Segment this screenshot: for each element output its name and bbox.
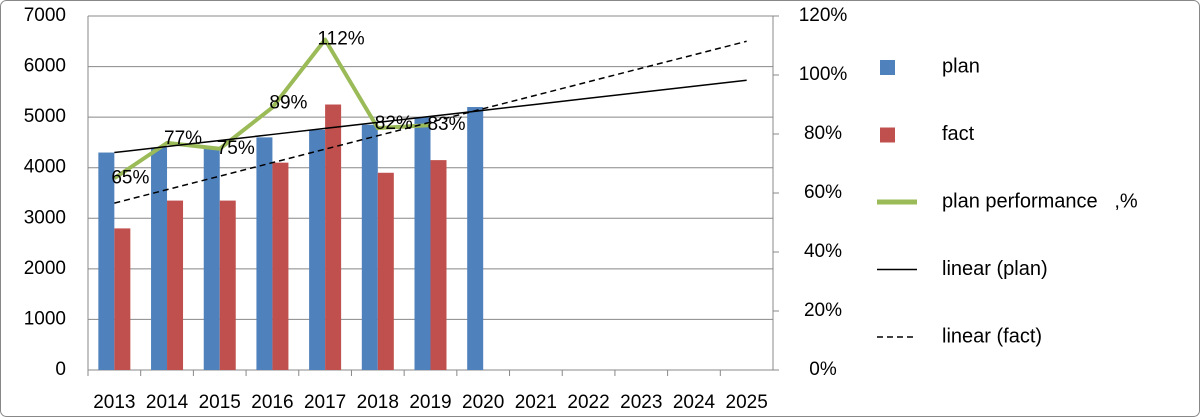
legend-label: linear (fact): [942, 325, 1042, 347]
x-tick-label: 2013: [93, 392, 135, 413]
legend-label: linear (plan): [942, 258, 1048, 280]
x-tick-label: 2020: [462, 392, 504, 413]
bar: [167, 200, 184, 370]
bar: [325, 104, 342, 370]
legend-label: fact: [942, 123, 975, 145]
bar: [361, 124, 378, 370]
x-tick-label: 2016: [251, 392, 293, 413]
x-tick-label: 2014: [146, 392, 189, 413]
bar: [98, 152, 115, 370]
y2-tick-label: 60%: [804, 182, 842, 203]
trend-line: [114, 40, 747, 204]
y2-tick-label: 40%: [804, 241, 842, 262]
y2-tick-label: 80%: [804, 123, 842, 144]
bar: [151, 147, 168, 370]
y-tick-label: 2000: [24, 258, 66, 279]
y-tick-label: 7000: [24, 5, 66, 26]
x-tick-label: 2015: [199, 392, 241, 413]
bar: [377, 172, 394, 370]
y-tick-label: 3000: [24, 207, 66, 228]
y-tick-label: 0: [55, 359, 66, 380]
y2-tick-label: 100%: [799, 64, 848, 85]
legend-label: plan: [942, 55, 980, 77]
x-tick-label: 2025: [726, 392, 768, 413]
data-label: 83%: [427, 114, 465, 135]
y2-tick-label: 20%: [804, 300, 842, 321]
bar: [309, 129, 326, 370]
x-tick-label: 2022: [567, 392, 609, 413]
bar: [256, 137, 273, 370]
y2-tick-label: 120%: [799, 5, 848, 26]
bar: [219, 200, 236, 370]
x-tick-label: 2021: [515, 392, 557, 413]
data-label: 112%: [318, 29, 365, 50]
x-tick-label: 2017: [304, 392, 346, 413]
bar: [430, 160, 447, 370]
y-tick-label: 4000: [24, 157, 66, 178]
y2-tick-label: 0%: [809, 359, 837, 380]
legend-swatch: [880, 127, 895, 143]
x-tick-label: 2023: [620, 392, 662, 413]
data-label: 75%: [217, 138, 255, 159]
data-label: 82%: [375, 113, 413, 134]
data-label: 65%: [111, 167, 149, 188]
bar: [203, 147, 220, 370]
performance-line: [113, 37, 431, 180]
y-tick-label: 5000: [24, 106, 66, 127]
x-tick-label: 2018: [357, 392, 399, 413]
x-tick-label: 2019: [409, 392, 451, 413]
legend-swatch: [880, 60, 895, 75]
bar: [467, 107, 484, 371]
bar: [114, 228, 131, 370]
bar: [272, 162, 289, 370]
legend: plan fact plan performance ,% linear (plan)…: [877, 55, 1138, 347]
bar: [414, 117, 431, 371]
y-tick-label: 1000: [24, 308, 66, 329]
y-tick-label: 6000: [24, 56, 66, 77]
trend-line: [114, 79, 747, 154]
data-label: 89%: [269, 92, 307, 113]
x-tick-label: 2024: [673, 392, 716, 413]
legend-label: plan performance ,%: [942, 190, 1138, 212]
